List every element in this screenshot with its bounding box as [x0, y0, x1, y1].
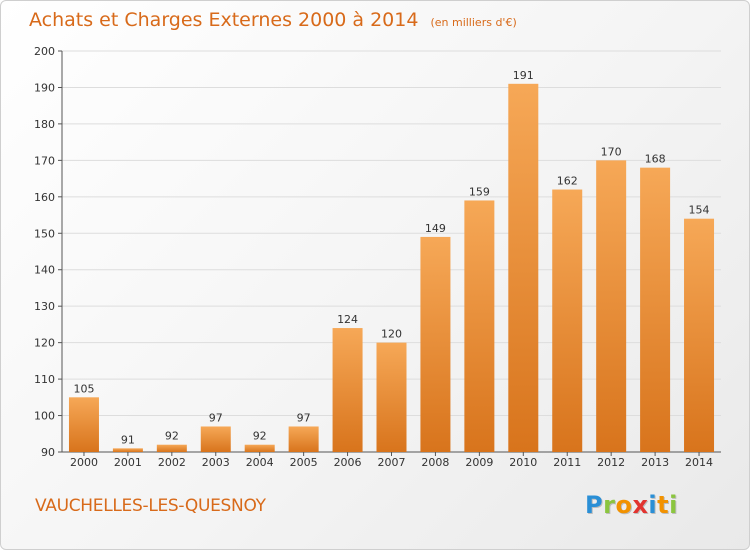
logo-letter: P — [585, 491, 604, 519]
x-tick-label-2014: 2014 — [685, 456, 713, 469]
value-label-2004: 92 — [253, 430, 267, 443]
y-tick-label-90: 90 — [41, 446, 55, 459]
y-tick-label-100: 100 — [34, 410, 55, 423]
bars — [68, 83, 715, 453]
x-tick-label-2012: 2012 — [597, 456, 625, 469]
y-tick-label-120: 120 — [34, 337, 55, 350]
chart-title-text: Achats et Charges Externes 2000 à 2014 — [29, 9, 419, 31]
x-tick-label-2008: 2008 — [421, 456, 449, 469]
bar-2006 — [332, 328, 363, 452]
value-label-2006: 124 — [337, 313, 358, 326]
labels: 90 100 110 120 130 140 150 160 170 180 190 200 2000 1… — [34, 45, 713, 469]
y-tick-label-150: 150 — [34, 227, 55, 240]
bar-2005 — [288, 426, 319, 452]
x-tick-label-2004: 2004 — [246, 456, 274, 469]
logo-letter: x — [632, 491, 649, 519]
logo-letter: t — [657, 491, 670, 519]
x-tick-label-2007: 2007 — [378, 456, 406, 469]
value-label-2009: 159 — [469, 185, 490, 198]
bar-2012 — [596, 160, 627, 452]
y-tick-label-140: 140 — [34, 264, 55, 277]
y-tick-label-190: 190 — [34, 81, 55, 94]
logo-letter: r — [603, 491, 616, 519]
bar-2007 — [376, 342, 407, 452]
bar-2002 — [156, 444, 187, 452]
bar-2010 — [508, 83, 539, 453]
value-label-2002: 92 — [165, 430, 179, 443]
value-label-2008: 149 — [425, 222, 446, 235]
value-label-2010: 191 — [513, 69, 534, 82]
value-label-2007: 120 — [381, 328, 402, 341]
logo-letter: o — [615, 491, 633, 519]
bar-2014 — [684, 218, 715, 452]
y-tick-label-170: 170 — [34, 154, 55, 167]
value-label-2005: 97 — [297, 411, 311, 424]
y-tick-label-200: 200 — [34, 45, 55, 58]
bar-2009 — [464, 200, 495, 452]
value-label-2000: 105 — [73, 382, 94, 395]
commune-name: VAUCHELLES-LES-QUESNOY — [35, 496, 266, 516]
x-tick-label-2011: 2011 — [553, 456, 581, 469]
y-tick-label-160: 160 — [34, 191, 55, 204]
x-tick-label-2010: 2010 — [509, 456, 537, 469]
value-label-2003: 97 — [209, 411, 223, 424]
x-tick-label-2013: 2013 — [641, 456, 669, 469]
x-tick-label-2005: 2005 — [290, 456, 318, 469]
y-tick-label-110: 110 — [34, 373, 55, 386]
bar-2000 — [68, 397, 99, 452]
proxiti-logo[interactable]: Proxiti — [585, 491, 678, 519]
x-tick-label-2003: 2003 — [202, 456, 230, 469]
y-tick-label-130: 130 — [34, 300, 55, 313]
bar-2011 — [552, 189, 583, 452]
value-label-2013: 168 — [645, 153, 666, 166]
bar-2001 — [112, 448, 143, 452]
x-tick-label-2002: 2002 — [158, 456, 186, 469]
value-label-2001: 91 — [121, 433, 135, 446]
x-tick-label-2001: 2001 — [114, 456, 142, 469]
bar-2003 — [200, 426, 231, 452]
value-label-2014: 154 — [689, 204, 710, 217]
x-tick-label-2006: 2006 — [334, 456, 362, 469]
value-label-2012: 170 — [601, 145, 622, 158]
y-tick-label-180: 180 — [34, 118, 55, 131]
logo-letter: i — [669, 491, 678, 519]
logo-letter: i — [648, 491, 658, 519]
bar-2004 — [244, 444, 275, 452]
bar-2008 — [420, 236, 451, 452]
bar-2013 — [640, 167, 671, 452]
x-tick-label-2009: 2009 — [465, 456, 493, 469]
chart-unit: (en milliers d'€) — [430, 16, 517, 29]
x-tick-label-2000: 2000 — [70, 456, 98, 469]
chart-title: Achats et Charges Externes 2000 à 2014 (e… — [29, 9, 517, 31]
value-label-2011: 162 — [557, 175, 578, 188]
